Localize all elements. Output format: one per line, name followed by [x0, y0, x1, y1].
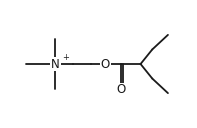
Text: O: O — [101, 57, 110, 71]
Text: O: O — [116, 83, 126, 97]
Text: N: N — [51, 57, 60, 71]
Text: +: + — [62, 52, 69, 62]
